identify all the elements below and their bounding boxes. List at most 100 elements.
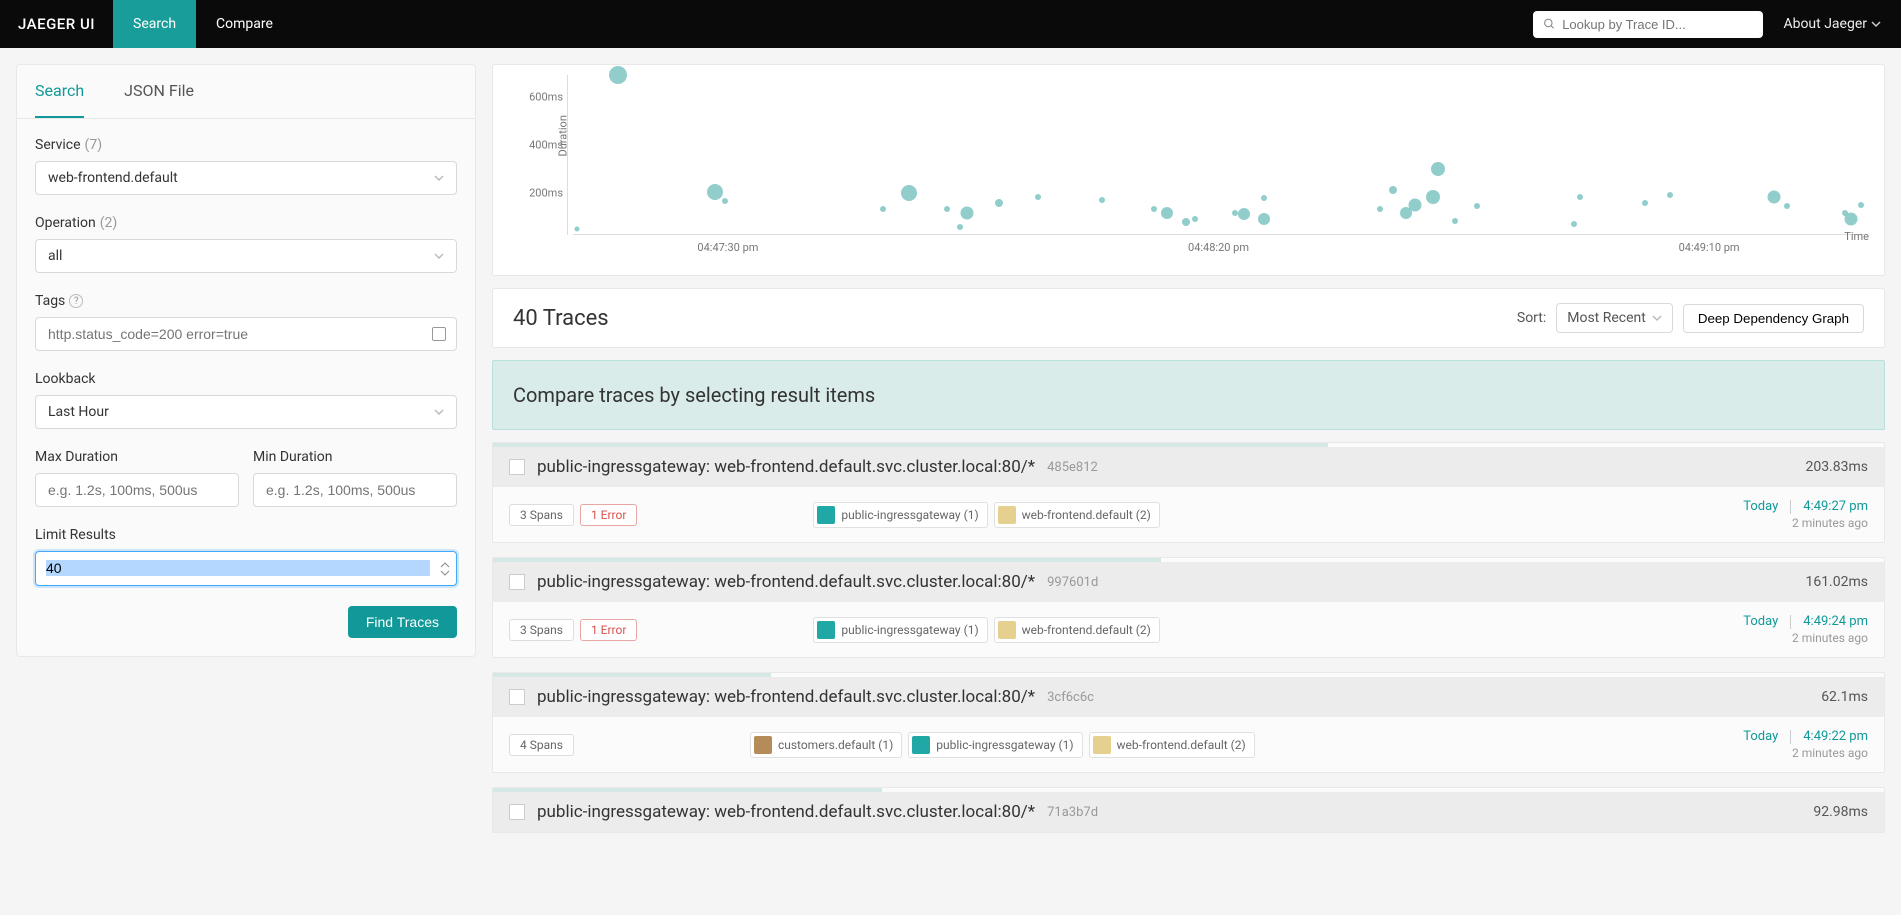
trace-title: public-ingressgateway: web-frontend.defa… (537, 572, 1035, 592)
chart-point[interactable] (1151, 206, 1157, 212)
service-pill: web-frontend.default (2) (1089, 732, 1255, 758)
limit-input-wrap[interactable] (35, 551, 457, 586)
scatter-chart[interactable]: Duration 600ms400ms200ms 04:47:30 pm04:4… (492, 64, 1885, 276)
topbar: JAEGER UI SearchCompare About Jaeger (0, 0, 1901, 48)
chart-point[interactable] (1258, 213, 1270, 225)
chart-point[interactable] (1182, 218, 1190, 226)
operation-select[interactable]: all (35, 239, 457, 273)
tags-input-wrap[interactable] (35, 317, 457, 351)
trace-card[interactable]: public-ingressgateway: web-frontend.defa… (492, 557, 1885, 658)
chart-point[interactable] (1667, 192, 1673, 198)
errors-pill: 1 Error (580, 619, 637, 641)
chart-point[interactable] (944, 206, 950, 212)
chart-point[interactable] (957, 224, 963, 230)
tags-input[interactable] (48, 326, 444, 342)
trace-id: 997601d (1047, 575, 1098, 590)
search-panel: SearchJSON File Service (7) web-frontend… (16, 64, 476, 657)
chart-point[interactable] (1642, 200, 1648, 206)
chart-point[interactable] (1571, 221, 1577, 227)
chart-ytick: 600ms (529, 91, 563, 104)
panel-tab-json-file[interactable]: JSON File (124, 65, 194, 118)
trace-card[interactable]: public-ingressgateway: web-frontend.defa… (492, 442, 1885, 543)
chart-point[interactable] (1389, 186, 1397, 194)
service-pill: customers.default (1) (750, 732, 902, 758)
chart-point[interactable] (1238, 208, 1250, 220)
lookup-trace-input-wrap[interactable] (1533, 11, 1763, 38)
panel-tab-search[interactable]: Search (35, 65, 84, 118)
chart-point[interactable] (1577, 194, 1583, 200)
step-down-icon[interactable] (440, 569, 450, 577)
chart-point[interactable] (960, 206, 973, 219)
deep-dependency-button[interactable]: Deep Dependency Graph (1683, 304, 1864, 333)
lookback-select[interactable]: Last Hour (35, 395, 457, 429)
service-pill: public-ingressgateway (1) (908, 732, 1082, 758)
maxdur-input[interactable] (48, 482, 226, 498)
help-icon[interactable]: ? (69, 294, 83, 308)
trace-checkbox[interactable] (509, 804, 525, 820)
chart-point[interactable] (995, 199, 1003, 207)
chart-point[interactable] (1408, 198, 1421, 211)
tags-label: Tags ? (35, 293, 457, 309)
chart-point[interactable] (574, 226, 579, 231)
chart-point[interactable] (1192, 216, 1198, 222)
service-select[interactable]: web-frontend.default (35, 161, 457, 195)
chart-ytick: 200ms (529, 187, 563, 200)
chart-point[interactable] (1099, 197, 1105, 203)
find-traces-button[interactable]: Find Traces (348, 606, 457, 638)
chart-point[interactable] (1452, 218, 1458, 224)
trace-card[interactable]: public-ingressgateway: web-frontend.defa… (492, 672, 1885, 773)
spans-pill: 4 Spans (509, 734, 574, 756)
service-color-swatch (912, 736, 930, 754)
brand-logo[interactable]: JAEGER UI (0, 15, 113, 33)
trace-checkbox[interactable] (509, 574, 525, 590)
service-pill: public-ingressgateway (1) (813, 617, 987, 643)
lookup-trace-input[interactable] (1562, 17, 1753, 32)
service-pill: web-frontend.default (2) (994, 617, 1160, 643)
trace-card[interactable]: public-ingressgateway: web-frontend.defa… (492, 787, 1885, 833)
topbar-tab-compare[interactable]: Compare (196, 0, 293, 48)
service-pill: web-frontend.default (2) (994, 502, 1160, 528)
chart-point[interactable] (722, 198, 728, 204)
maxdur-label: Max Duration (35, 449, 239, 465)
chart-point[interactable] (1261, 195, 1267, 201)
chart-point[interactable] (1035, 194, 1041, 200)
chart-point[interactable] (880, 206, 886, 212)
chart-point[interactable] (1431, 162, 1445, 176)
trace-time: Today4:49:24 pm 2 minutes ago (1743, 614, 1868, 645)
chart-point[interactable] (1377, 206, 1383, 212)
chart-point[interactable] (707, 184, 723, 200)
chart-xtick: 04:48:20 pm (1188, 241, 1249, 254)
chevron-down-icon (434, 407, 444, 417)
limit-input[interactable] (46, 560, 430, 576)
chart-point[interactable] (609, 66, 627, 84)
chart-point[interactable] (1161, 207, 1173, 219)
trace-time: Today4:49:22 pm 2 minutes ago (1743, 729, 1868, 760)
number-stepper[interactable] (440, 561, 450, 577)
trace-id: 3cf6c6c (1047, 690, 1094, 705)
about-menu[interactable]: About Jaeger (1783, 16, 1881, 32)
trace-title: public-ingressgateway: web-frontend.defa… (537, 457, 1035, 477)
trace-checkbox[interactable] (509, 689, 525, 705)
trace-duration: 161.02ms (1805, 574, 1868, 590)
errors-pill: 1 Error (580, 504, 637, 526)
service-color-swatch (998, 506, 1016, 524)
service-color-swatch (817, 621, 835, 639)
chart-point[interactable] (1858, 202, 1864, 208)
chart-point[interactable] (1426, 190, 1440, 204)
step-up-icon[interactable] (440, 561, 450, 569)
chevron-down-icon (1871, 19, 1881, 29)
mindur-label: Min Duration (253, 449, 457, 465)
chart-point[interactable] (901, 185, 917, 201)
chart-point[interactable] (1845, 213, 1858, 226)
service-pill: public-ingressgateway (1) (813, 502, 987, 528)
lookback-label: Lookback (35, 371, 457, 387)
mindur-input[interactable] (266, 482, 444, 498)
chart-point[interactable] (1767, 190, 1780, 203)
sort-select[interactable]: Most Recent (1556, 303, 1673, 333)
chart-ytick: 400ms (529, 139, 563, 152)
trace-checkbox[interactable] (509, 459, 525, 475)
service-color-swatch (1093, 736, 1111, 754)
chart-point[interactable] (1474, 203, 1480, 209)
topbar-tab-search[interactable]: Search (113, 0, 196, 48)
chart-point[interactable] (1784, 203, 1790, 209)
